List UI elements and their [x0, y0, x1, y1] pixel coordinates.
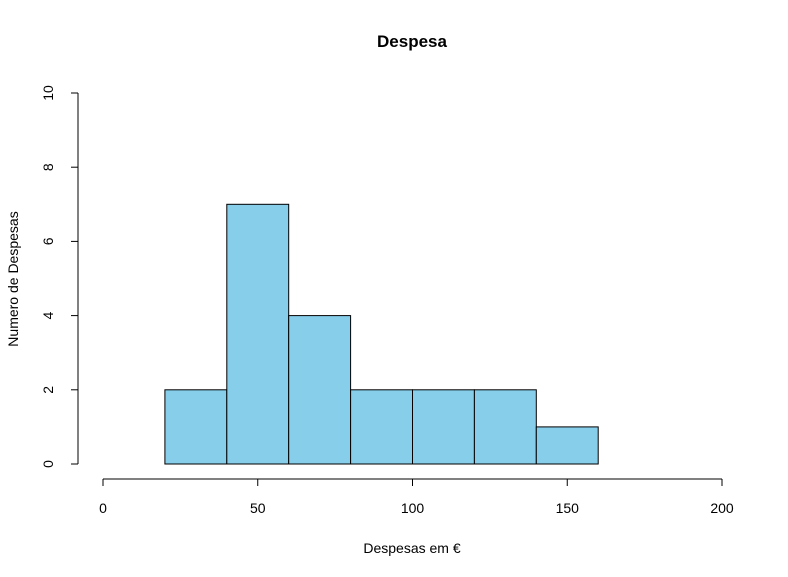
y-tick-label-3: 6 — [40, 237, 56, 245]
y-tick-label-0: 0 — [40, 460, 56, 468]
histogram-bar-3 — [350, 389, 414, 465]
bars-group — [164, 203, 599, 465]
y-tick-label-4: 8 — [40, 163, 56, 171]
histogram-bar-1 — [226, 203, 290, 465]
y-axis: 0 2 4 6 8 10 — [40, 85, 79, 468]
y-tick-label-1: 2 — [40, 386, 56, 394]
x-tick-label-0: 0 — [99, 500, 107, 516]
x-axis: 0 50 100 150 200 — [99, 478, 734, 516]
histogram-bar-0 — [164, 389, 228, 465]
histogram-bar-2 — [288, 315, 352, 465]
x-axis-label: Despesas em € — [363, 540, 460, 556]
chart-title: Despesa — [377, 32, 447, 51]
histogram-bar-5 — [473, 389, 537, 465]
y-tick-label-5: 10 — [40, 85, 56, 101]
x-tick-label-2: 100 — [401, 500, 425, 516]
x-tick-label-3: 150 — [556, 500, 580, 516]
histogram-bar-6 — [535, 426, 599, 465]
histogram-bar-4 — [412, 389, 475, 465]
x-tick-label-4: 200 — [710, 500, 734, 516]
y-tick-label-2: 4 — [40, 311, 56, 319]
y-axis-label: Numero de Despesas — [5, 211, 21, 346]
x-tick-label-1: 50 — [250, 500, 266, 516]
